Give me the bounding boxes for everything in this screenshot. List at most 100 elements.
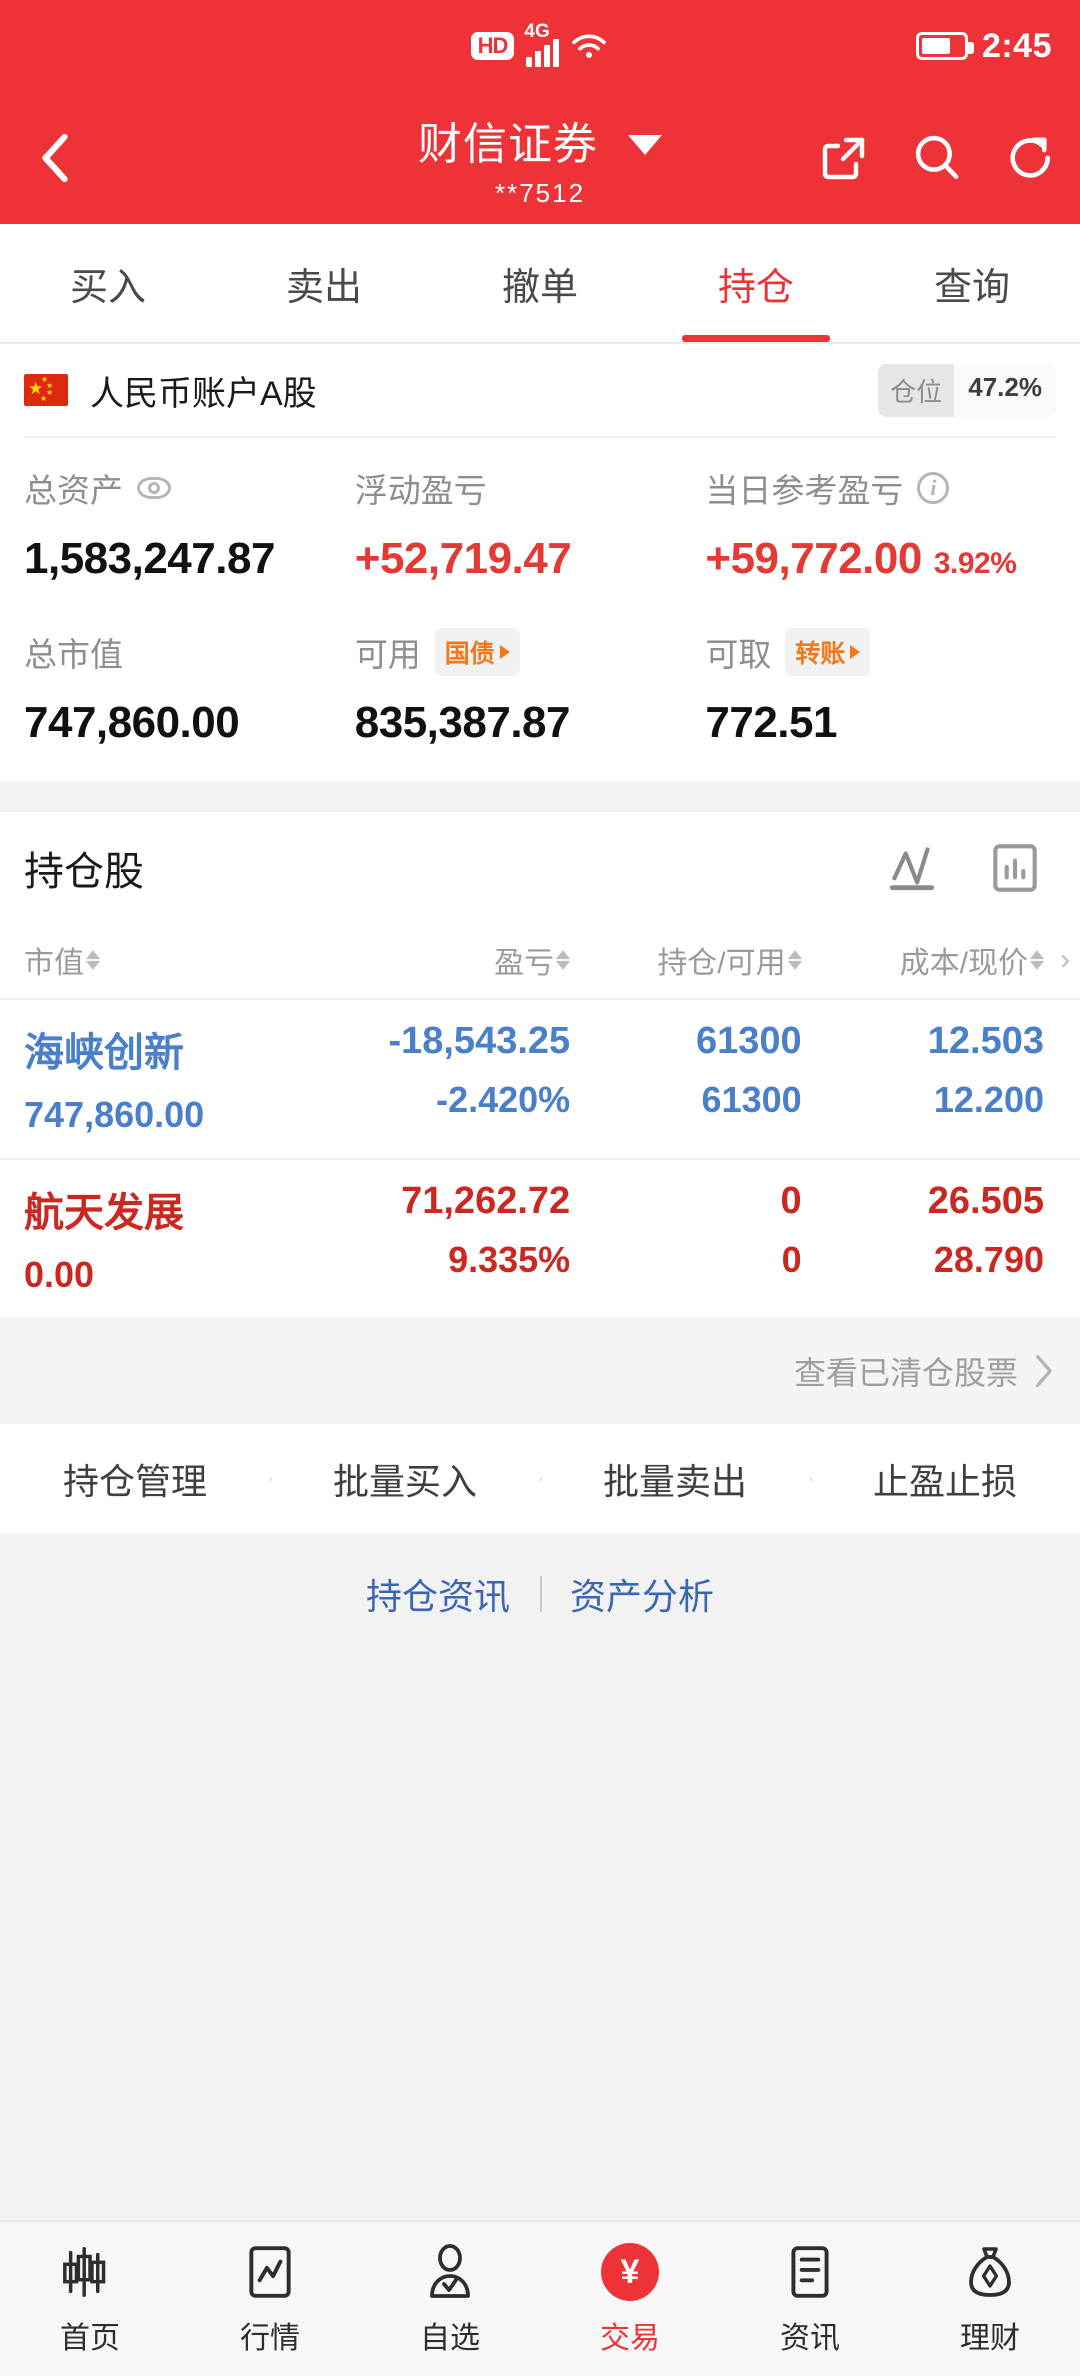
holdings-section: 持仓股 市值 盈亏 持仓/可用 xyxy=(0,812,1080,1318)
summary-row-2: 总市值 747,860.00 可用 国债 835,387.87 可取 转账 77… xyxy=(24,628,1056,772)
stat-available: 可用 国债 835,387.87 xyxy=(355,628,706,748)
status-bar-center-icons: HD 4G xyxy=(0,21,1080,67)
quote-chart-icon xyxy=(243,2241,297,2303)
stat-value: +59,772.00 xyxy=(705,534,922,583)
stock-market-value: 0.00 xyxy=(24,1254,95,1295)
stat-value: 772.51 xyxy=(705,698,837,747)
refresh-icon[interactable] xyxy=(1004,131,1058,185)
column-header-market-value[interactable]: 市值 xyxy=(24,938,317,982)
stat-label-wrap: 可用 国债 xyxy=(355,628,706,676)
stat-label: 总市值 xyxy=(24,636,123,673)
holdings-header: 持仓股 xyxy=(0,812,1080,924)
bottom-nav-quotes[interactable]: 行情 xyxy=(180,2241,360,2357)
sort-arrows-icon xyxy=(556,950,571,970)
flag-star: ★ xyxy=(46,381,54,390)
cell-cost-price: 12.503 12.200 xyxy=(802,1020,1044,1136)
stat-total-assets: 总资产 1,583,247.87 xyxy=(24,464,355,584)
row-pad xyxy=(1044,1020,1070,1136)
link-asset-analysis[interactable]: 资产分析 xyxy=(540,1568,744,1620)
view-cleared-stocks-button[interactable]: 查看已清仓股票 xyxy=(0,1318,1080,1424)
bottom-nav-watchlist[interactable]: 自选 xyxy=(360,2241,540,2357)
bottom-nav-label: 自选 xyxy=(420,2322,480,2355)
battery-icon xyxy=(915,32,974,60)
line-chart-icon[interactable] xyxy=(884,839,942,897)
tab-query[interactable]: 查询 xyxy=(864,224,1080,342)
action-label: 止盈止损 xyxy=(872,1461,1017,1502)
section-gap xyxy=(0,782,1080,812)
stat-market-value: 总市值 747,860.00 xyxy=(24,628,355,748)
back-button[interactable] xyxy=(0,92,110,224)
action-stop-profit-loss[interactable]: 止盈止损 xyxy=(810,1453,1080,1505)
holdings-table-header: 市值 盈亏 持仓/可用 成本/现价 › xyxy=(0,924,1080,998)
cell-pnl: 71,262.72 9.335% xyxy=(317,1180,570,1296)
position-ratio-value: 47.2% xyxy=(954,363,1056,417)
cell-pnl: -18,543.25 -2.420% xyxy=(317,1020,570,1136)
stat-value: 835,387.87 xyxy=(354,698,571,747)
tab-sell[interactable]: 卖出 xyxy=(216,224,432,342)
signal-icon: 4G xyxy=(524,21,560,67)
bottom-nav-wealth[interactable]: 理财 xyxy=(900,2241,1080,2357)
info-icon[interactable]: i xyxy=(917,472,950,504)
bottom-nav-news[interactable]: 资讯 xyxy=(720,2241,900,2357)
cell-cost-price: 26.505 28.790 xyxy=(802,1180,1044,1296)
stock-profit-pct: -2.420% xyxy=(436,1079,571,1120)
account-identity: ★ ★ ★ ★ ★ 人民币账户A股 xyxy=(24,366,317,415)
position-ratio-badge: 仓位 47.2% xyxy=(878,363,1056,417)
action-batch-buy[interactable]: 批量买入 xyxy=(270,1453,540,1505)
column-header-cost-price[interactable]: 成本/现价 xyxy=(802,938,1044,982)
table-row[interactable]: 海峡创新 747,860.00 -18,543.25 -2.420% 61300… xyxy=(0,998,1080,1158)
account-row[interactable]: ★ ★ ★ ★ ★ 人民币账户A股 仓位 47.2% xyxy=(24,344,1056,436)
status-bar-right: 2:45 xyxy=(915,27,1052,66)
column-header-pnl[interactable]: 盈亏 xyxy=(317,938,571,982)
holdings-title: 持仓股 xyxy=(24,850,144,894)
column-header-position-available[interactable]: 持仓/可用 xyxy=(570,938,802,982)
status-bar: HD 4G 2:45 xyxy=(0,0,1080,92)
bar-chart-icon[interactable] xyxy=(988,839,1042,897)
stat-withdrawable: 可取 转账 772.51 xyxy=(705,628,1056,748)
caret-down-icon[interactable] xyxy=(628,134,662,155)
tab-buy[interactable]: 买入 xyxy=(0,224,216,342)
transfer-tag-button[interactable]: 转账 xyxy=(785,628,871,676)
action-position-management[interactable]: 持仓管理 xyxy=(0,1453,270,1505)
summary-row-1: 总资产 1,583,247.87 浮动盈亏 +52,719.47 当日参考盈亏 … xyxy=(24,464,1056,584)
action-batch-sell[interactable]: 批量卖出 xyxy=(540,1453,810,1505)
stat-value-wrap: +59,772.00 3.92% xyxy=(705,534,1056,584)
search-icon[interactable] xyxy=(910,131,964,185)
tab-positions[interactable]: 持仓 xyxy=(648,224,864,342)
network-type-label: 4G xyxy=(524,21,550,42)
bond-tag-label: 国债 xyxy=(444,640,495,668)
stat-label: 浮动盈亏 xyxy=(354,472,487,509)
tab-label: 撤单 xyxy=(501,266,578,309)
stock-position: 61300 xyxy=(695,1020,802,1062)
bottom-nav-label: 理财 xyxy=(960,2322,1020,2355)
nav-title-line: 财信证券 xyxy=(418,108,662,172)
chevron-right-icon xyxy=(1035,1354,1052,1388)
stock-profit-pct: 9.335% xyxy=(448,1239,571,1280)
share-icon[interactable] xyxy=(818,132,870,184)
stat-label-wrap: 浮动盈亏 xyxy=(355,464,706,512)
position-ratio-key: 仓位 xyxy=(878,363,955,417)
table-row[interactable]: 航天发展 0.00 71,262.72 9.335% 0 0 26.505 28… xyxy=(0,1158,1080,1318)
bottom-nav-label: 行情 xyxy=(240,2322,300,2355)
chevron-right-icon[interactable]: › xyxy=(1060,943,1070,976)
stock-profit: -18,543.25 xyxy=(388,1020,571,1062)
empty-space xyxy=(0,1654,1080,2220)
bottom-nav-label: 首页 xyxy=(60,2322,120,2355)
holdings-action-bar: 持仓管理 批量买入 批量卖出 止盈止损 xyxy=(0,1424,1080,1534)
tab-cancel-order[interactable]: 撤单 xyxy=(432,224,648,342)
hd-icon: HD xyxy=(470,32,515,60)
person-icon xyxy=(424,2241,476,2303)
link-position-news[interactable]: 持仓资讯 xyxy=(336,1568,540,1620)
tab-label: 持仓 xyxy=(717,266,794,309)
view-cleared-stocks-label: 查看已清仓股票 xyxy=(793,1355,1018,1391)
stock-name: 海峡创新 xyxy=(24,1031,184,1075)
flag-star: ★ xyxy=(46,388,54,397)
bond-tag-button[interactable]: 国债 xyxy=(434,628,520,676)
sort-arrows-icon xyxy=(1030,950,1044,970)
yen-icon: ¥ xyxy=(601,2241,659,2303)
stat-daily-pnl: 当日参考盈亏 i +59,772.00 3.92% xyxy=(705,464,1056,584)
bottom-nav-home[interactable]: 首页 xyxy=(0,2241,180,2357)
flag-star: ★ xyxy=(40,394,48,403)
eye-icon[interactable] xyxy=(137,477,171,499)
bottom-nav-trade[interactable]: ¥ 交易 xyxy=(540,2241,720,2357)
